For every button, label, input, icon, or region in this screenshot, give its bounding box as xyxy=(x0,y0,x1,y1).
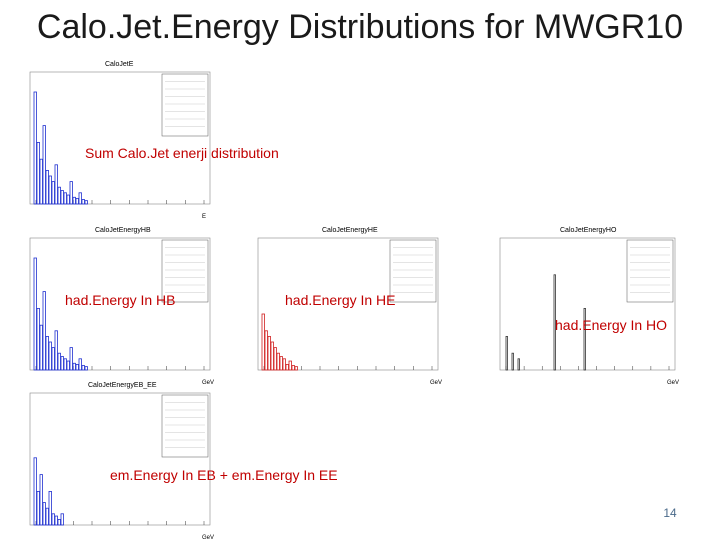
histogram-title: CaloJetEnergyHE xyxy=(322,227,378,234)
histogram-panel: CaloJetEnergyHO GeV had.Energy In HO xyxy=(499,227,679,386)
plot-frame xyxy=(29,237,211,371)
histogram-bar xyxy=(264,330,268,371)
histogram-bar xyxy=(39,324,43,371)
plot-frame xyxy=(29,392,211,526)
histogram-bar xyxy=(57,186,61,205)
histogram-bar xyxy=(66,360,70,371)
histogram-bar xyxy=(294,366,298,371)
histogram-bar xyxy=(84,366,88,371)
histogram-bar xyxy=(36,141,40,205)
histogram-bar xyxy=(81,365,85,371)
histogram-title: CaloJetE xyxy=(105,61,134,68)
histogram-bar xyxy=(517,358,520,371)
histogram-bar xyxy=(276,352,280,371)
histogram-bar xyxy=(66,194,70,205)
caption: Sum Calo.Jet enerji distribution xyxy=(85,145,279,161)
slide-title: Calo.Jet.Energy Distributions for MWGR10 xyxy=(36,8,684,46)
histogram-bar xyxy=(48,490,52,526)
histogram-bar xyxy=(36,490,40,526)
stats-box xyxy=(626,239,674,303)
histogram-bar xyxy=(45,507,49,526)
histogram-panel: CaloJetEnergyHE GeV had.Energy In HE xyxy=(257,227,442,386)
histogram-bar xyxy=(84,200,88,205)
histogram-bar xyxy=(72,196,76,205)
histogram-bar xyxy=(78,358,82,371)
stats-box xyxy=(161,239,209,303)
histogram-bar xyxy=(51,347,55,371)
histogram-bar xyxy=(75,363,79,371)
stats-box xyxy=(161,73,209,137)
histogram-bar xyxy=(63,358,67,371)
caption: had.Energy In HE xyxy=(285,292,396,308)
histogram-bar xyxy=(270,341,274,371)
histogram-bar xyxy=(45,169,49,205)
histogram-bar xyxy=(60,513,64,526)
x-axis-unit: GeV xyxy=(430,380,442,386)
histogram-bar xyxy=(45,335,49,371)
histogram-bar xyxy=(54,515,58,526)
plot-frame xyxy=(257,237,439,371)
stats-box xyxy=(161,394,209,458)
histogram-bar xyxy=(583,307,586,371)
histogram-bar xyxy=(39,474,43,526)
histogram-bar xyxy=(60,190,64,205)
histogram-bar xyxy=(33,91,37,205)
caption: em.Energy In EB + em.Energy In EE xyxy=(110,467,338,483)
histogram-bar xyxy=(273,347,277,371)
histogram-bar xyxy=(261,313,265,371)
histogram-bar xyxy=(51,181,55,205)
histogram-bar xyxy=(553,274,556,371)
histogram-bar xyxy=(48,175,52,205)
histogram-bar xyxy=(505,335,508,371)
page-number: 14 xyxy=(663,506,677,520)
histogram-bar xyxy=(267,335,271,371)
histogram-panel: CaloJetEnergyEB_EE GeV em.Energy In EB + e… xyxy=(29,382,338,540)
histogram-title: CaloJetEnergyEB_EE xyxy=(88,382,157,389)
histogram-title: CaloJetEnergyHB xyxy=(95,227,151,234)
histogram-panel: CaloJetE E Sum Calo.Jet enerji distributio… xyxy=(29,61,279,220)
histogram-bar xyxy=(36,307,40,371)
histogram-bar xyxy=(51,513,55,526)
x-axis-unit: GeV xyxy=(202,380,214,386)
histogram-bar xyxy=(78,192,82,205)
histogram-bar xyxy=(54,330,58,371)
histogram-bar xyxy=(282,358,286,371)
plot-frame xyxy=(499,237,676,371)
histogram-bar xyxy=(33,257,37,371)
stats-box xyxy=(389,239,437,303)
histogram-bar xyxy=(48,341,52,371)
histogram-bar xyxy=(288,360,292,371)
histogram-bar xyxy=(57,519,61,526)
histogram-bar xyxy=(285,363,289,371)
x-axis-unit: GeV xyxy=(202,535,214,540)
histogram-bar xyxy=(69,181,73,205)
histogram-bar xyxy=(81,199,85,205)
histogram-bar xyxy=(63,192,67,205)
histogram-bar xyxy=(279,356,283,371)
histogram-bar xyxy=(33,457,37,526)
histogram-bar xyxy=(57,352,61,371)
histogram-bar xyxy=(42,125,46,205)
histogram-bar xyxy=(75,197,79,205)
histogram-bar xyxy=(54,164,58,205)
histogram-bar xyxy=(511,352,514,371)
histogram-bar xyxy=(39,158,43,205)
caption: had.Energy In HB xyxy=(65,292,176,308)
histogram-panel: CaloJetEnergyHB GeV had.Energy In HB xyxy=(29,227,214,386)
histogram-bar xyxy=(69,347,73,371)
histogram-title: CaloJetEnergyHO xyxy=(560,227,617,234)
histogram-bar xyxy=(60,356,64,371)
x-axis-unit: GeV xyxy=(667,380,679,386)
histogram-bar xyxy=(72,362,76,371)
plot-frame xyxy=(29,71,211,205)
caption: had.Energy In HO xyxy=(555,317,667,333)
x-axis-unit: E xyxy=(202,214,206,220)
histogram-bar xyxy=(42,291,46,371)
histogram-bar xyxy=(291,365,295,371)
histogram-bar xyxy=(42,502,46,526)
